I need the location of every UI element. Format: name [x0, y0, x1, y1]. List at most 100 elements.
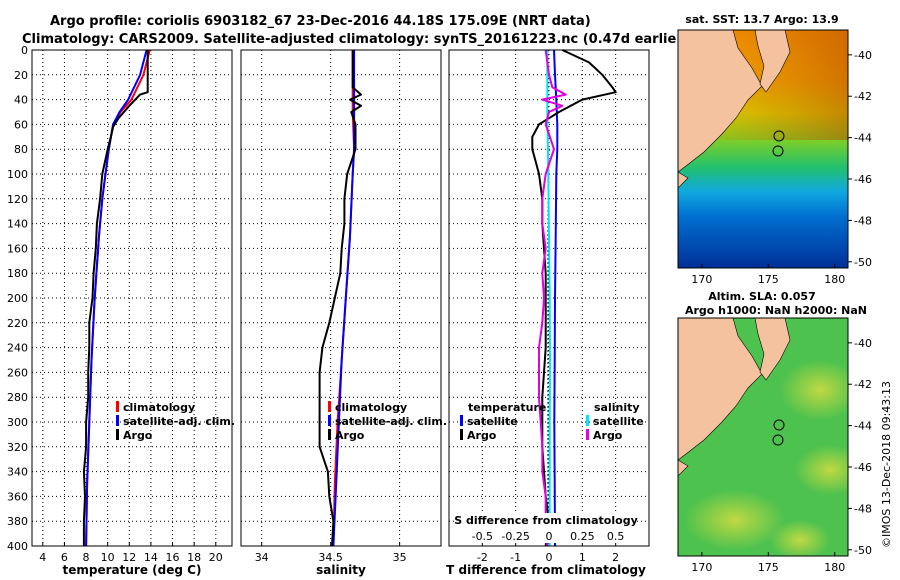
legend-swatch-satellite-adj: [116, 415, 119, 426]
sst-map-title: sat. SST: 13.7 Argo: 13.9: [685, 13, 838, 26]
s-axis-background: [457, 513, 635, 543]
legend-t-argo: Argo: [467, 429, 497, 442]
legend-swatch-argo: [116, 429, 119, 440]
legend-climatology: climatology: [335, 401, 407, 414]
x-tick-label: 10: [101, 551, 115, 564]
difference-series: [531, 49, 617, 547]
x-tick-label: 4: [39, 551, 46, 564]
sla-anomaly: [770, 520, 830, 556]
x-tick-label: 35: [393, 551, 407, 564]
legend-swatch-s-satellite: [586, 415, 589, 426]
salinity-frame: [240, 49, 442, 547]
depth-tick-label: 140: [7, 218, 28, 231]
depth-tick-label: 120: [7, 193, 28, 206]
lat-tick-label: -44: [854, 132, 872, 145]
s-tick-label: 0: [546, 530, 553, 543]
lat-tick-label: -42: [854, 378, 872, 391]
argo-position-marker: [773, 419, 785, 431]
series-line-argo: [318, 50, 362, 547]
lat-tick-label: -42: [854, 90, 872, 103]
x-tick-label: -1: [510, 551, 521, 564]
series-line-satellite-adj-clim-: [332, 50, 356, 547]
legend-swatch-argo: [328, 429, 331, 440]
x-tick-label: 34: [255, 551, 269, 564]
s-tick-label: -0.5: [472, 530, 493, 543]
stewart-island: [678, 459, 689, 477]
lat-tick-label: -48: [854, 214, 872, 227]
legend-argo: Argo: [335, 429, 365, 442]
temperature-legend: climatology satellite-adj. clim. Argo: [116, 401, 235, 442]
depth-tick-label: 380: [7, 515, 28, 528]
depth-tick-label: 260: [7, 366, 28, 379]
x-tick-label: 18: [187, 551, 201, 564]
lat-tick-label: -40: [854, 337, 872, 350]
salinity-series: [318, 50, 362, 547]
depth-tick-label: 100: [7, 168, 28, 181]
lon-tick-label: 170: [691, 273, 712, 286]
depth-tick-label: 300: [7, 416, 28, 429]
depth-tick-label: 360: [7, 490, 28, 503]
lon-tick-label: 175: [758, 273, 779, 286]
north-island: [754, 318, 791, 381]
argo-position-marker: [772, 434, 784, 446]
s-difference-label: S difference from climatology: [454, 514, 638, 527]
legend-swatch-climatology: [116, 401, 119, 412]
depth-tick-label: 40: [14, 94, 28, 107]
depth-tick-label: 20: [14, 69, 28, 82]
s-difference-tick-labels: -0.5 -0.25 0 0.25 0.5: [472, 530, 625, 543]
x-tick-label: -2: [477, 551, 488, 564]
x-tick-label: 8: [83, 551, 90, 564]
salinity-panel: 34 34.5 35 salinity climatology satellite-…: [240, 49, 447, 577]
lat-tick-label: -40: [854, 49, 872, 62]
lat-tick-label: -50: [854, 544, 872, 557]
lat-tick-label: -46: [854, 173, 872, 186]
x-tick-label: 6: [61, 551, 68, 564]
legend-satellite-adj: satellite-adj. clim.: [123, 415, 235, 428]
temperature-grid: [32, 49, 232, 547]
lon-tick-label: 170: [691, 561, 712, 574]
depth-tick-label: 400: [7, 540, 28, 553]
temperature-xlabel: temperature (deg C): [63, 563, 202, 577]
stewart-island: [678, 171, 689, 189]
sla-anomaly: [780, 360, 848, 420]
legend-swatch-t-argo: [460, 429, 463, 440]
series-line-salinity-argo: [538, 49, 567, 547]
sla-lon-labels: 170 175 180: [691, 552, 845, 574]
lat-tick-label: -48: [854, 502, 872, 515]
legend-temperature-title: temperature: [468, 401, 546, 414]
legend-swatch-climatology: [328, 401, 331, 412]
title-line-1: Argo profile: coriolis 6903182_67 23-Dec…: [50, 14, 591, 29]
north-island: [754, 30, 791, 93]
south-island: [678, 30, 763, 173]
argo-position-marker: [773, 130, 785, 142]
difference-panel: -2 -1 0 1 2 T difference from climatology S …: [446, 49, 650, 577]
legend-swatch-s-argo: [586, 429, 589, 440]
sla-map-frame: [677, 317, 849, 557]
imos-credit: ©IMOS 13-Dec-2018 09:43:13: [880, 381, 893, 548]
s-tick-label: 0.25: [570, 530, 595, 543]
depth-tick-label: 340: [7, 466, 28, 479]
temperature-panel: 0 20 40 60 80 100 120 140 160 180 200 220 240 260 280 3…: [7, 44, 235, 577]
depth-tick-label: 280: [7, 391, 28, 404]
x-tick-label: 34.5: [318, 551, 343, 564]
legend-satellite-adj: satellite-adj. clim.: [335, 415, 447, 428]
sst-map: sat. SST: 13.7 Argo: 13.9 -40 -42 -44 -46 -4…: [677, 13, 872, 286]
difference-legend: temperature satellite Argo salinity sate…: [460, 401, 644, 442]
t-difference-tick-labels: -2 -1 0 1 2: [477, 551, 619, 564]
sst-lon-labels: 170 175 180: [691, 264, 845, 286]
depth-tick-label: 320: [7, 441, 28, 454]
depth-tick-label: 160: [7, 242, 28, 255]
depth-tick-label: 80: [14, 143, 28, 156]
depth-tick-labels: 0 20 40 60 80 100 120 140 160 180 200 220 240 260 280 3…: [7, 44, 28, 553]
lat-tick-label: -50: [854, 256, 872, 269]
lat-tick-label: -44: [854, 420, 872, 433]
series-line-temperature-satellite: [553, 49, 559, 547]
x-tick-label: 2: [612, 551, 619, 564]
salinity-tick-labels: 34 34.5 35: [255, 551, 407, 564]
temperature-tick-labels: 4 6 8 10 12 14 16 18 20: [39, 551, 222, 564]
legend-s-argo: Argo: [593, 429, 623, 442]
depth-tick-label: 240: [7, 342, 28, 355]
sla-map-title-1: Altim. SLA: 0.057: [708, 290, 815, 303]
x-tick-label: 16: [166, 551, 180, 564]
argo-position-marker: [772, 145, 784, 157]
